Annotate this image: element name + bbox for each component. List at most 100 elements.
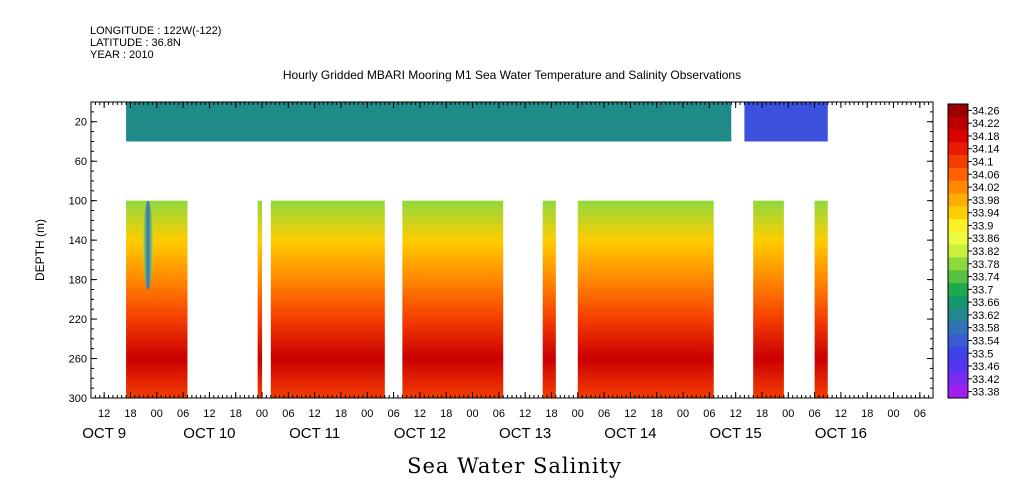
colorbar-label: 34.06 xyxy=(972,169,1000,181)
x-tick-label: 18 xyxy=(124,408,136,420)
year-label: YEAR : 2010 xyxy=(90,49,154,61)
x-tick-label: 12 xyxy=(624,408,636,420)
x-tick-label: 18 xyxy=(861,408,873,420)
x-day-label: OCT 13 xyxy=(499,425,551,442)
colorbar-label: 34.18 xyxy=(972,131,1000,143)
colorbar-label: 33.78 xyxy=(972,259,1000,271)
colorbar-swatch xyxy=(948,231,968,246)
x-tick-label: 12 xyxy=(414,408,426,420)
colorbar-swatch xyxy=(948,116,968,131)
y-tick-label: 300 xyxy=(69,393,87,405)
data-segment xyxy=(753,200,784,398)
colorbar-label: 33.86 xyxy=(972,233,1000,245)
surface-segment xyxy=(126,102,732,142)
colorbar-swatch xyxy=(948,359,968,373)
x-tick-label: 00 xyxy=(887,408,899,420)
x-tick-label: 18 xyxy=(756,408,768,420)
colorbar-swatch xyxy=(948,104,968,118)
colorbar-label: 33.54 xyxy=(972,335,1000,347)
x-day-label: OCT 14 xyxy=(604,425,656,442)
colorbar-label: 33.46 xyxy=(972,361,1000,373)
x-tick-label: 00 xyxy=(256,408,268,420)
colorbar-swatch xyxy=(948,193,968,207)
x-tick-label: 06 xyxy=(493,408,505,420)
colorbar-swatch xyxy=(948,308,968,322)
colorbar-swatch xyxy=(948,219,968,233)
axes: 20 60 100 140 180 220 260 300 12 18 00 06 12 18 00 06 12… xyxy=(69,102,934,442)
colorbar-label: 33.94 xyxy=(972,208,1000,220)
colorbar: 34.2634.2234.1834.1434.134.0634.0233.983… xyxy=(947,103,1000,399)
y-axis-label: DEPTH (m) xyxy=(33,219,47,281)
x-tick-label: 18 xyxy=(651,408,663,420)
data-segment xyxy=(577,200,714,398)
x-day-label: OCT 16 xyxy=(815,425,867,442)
x-tick-label: 06 xyxy=(177,408,189,420)
x-day-label: OCT 10 xyxy=(183,425,235,442)
data-segment xyxy=(814,200,828,398)
x-day-label: OCT 9 xyxy=(82,425,126,442)
colorbar-swatch xyxy=(948,270,968,284)
data-segment xyxy=(126,200,188,398)
colorbar-swatch xyxy=(948,167,968,182)
x-tick-label: 12 xyxy=(309,408,321,420)
data-segment xyxy=(402,200,504,398)
colorbar-label: 33.62 xyxy=(972,310,1000,322)
surface-segment xyxy=(744,102,828,142)
longitude-label: LONGITUDE : 122W(-122) xyxy=(90,25,222,37)
colorbar-swatch xyxy=(948,180,968,194)
plot-frame xyxy=(90,101,934,399)
salinity-field xyxy=(126,200,828,398)
x-tick-label: 18 xyxy=(335,408,347,420)
colorbar-swatch xyxy=(948,206,968,220)
y-tick-label: 260 xyxy=(69,354,87,366)
data-segment xyxy=(270,200,385,398)
colorbar-label: 34.1 xyxy=(972,157,993,169)
colorbar-swatch xyxy=(948,129,968,143)
y-tick-label: 100 xyxy=(69,196,87,208)
colorbar-swatch xyxy=(948,385,968,399)
x-day-label: OCT 15 xyxy=(710,425,762,442)
x-tick-label: 06 xyxy=(914,408,926,420)
x-tick-label: 00 xyxy=(572,408,584,420)
x-day-label: OCT 11 xyxy=(289,425,340,442)
low-salinity-tongue xyxy=(143,200,154,290)
x-tick-label: 12 xyxy=(98,408,110,420)
latitude-label: LATITUDE : 36.8N xyxy=(90,37,181,49)
x-tick-label: 00 xyxy=(782,408,794,420)
x-tick-label: 06 xyxy=(703,408,715,420)
x-tick-label: 18 xyxy=(230,408,242,420)
colorbar-label: 33.74 xyxy=(972,272,1000,284)
x-tick-label: 12 xyxy=(203,408,215,420)
y-tick-label: 180 xyxy=(69,275,87,287)
colorbar-label: 34.26 xyxy=(972,105,1000,117)
x-tick-label: 06 xyxy=(387,408,399,420)
y-tick-label: 140 xyxy=(69,235,87,247)
colorbar-label: 33.38 xyxy=(972,387,1000,399)
y-tick-label: 20 xyxy=(75,117,87,129)
x-tick-label: 00 xyxy=(361,408,373,420)
x-tick-label: 06 xyxy=(598,408,610,420)
colorbar-swatch xyxy=(948,334,968,348)
colorbar-label: 33.66 xyxy=(972,297,1000,309)
x-tick-label: 18 xyxy=(440,408,452,420)
colorbar-label: 34.22 xyxy=(972,118,1000,130)
colorbar-label: 33.7 xyxy=(972,284,993,296)
colorbar-swatch xyxy=(948,155,968,169)
colorbar-label: 33.98 xyxy=(972,195,1000,207)
y-tick-label: 60 xyxy=(75,156,87,168)
colorbar-swatch xyxy=(948,346,968,361)
colorbar-swatch xyxy=(948,295,968,310)
data-segment xyxy=(542,200,556,398)
colorbar-label: 33.58 xyxy=(972,323,1000,335)
x-tick-label: 00 xyxy=(151,408,163,420)
surface-salinity-band xyxy=(126,102,828,142)
colorbar-swatch xyxy=(948,372,968,386)
y-tick-label: 220 xyxy=(69,314,87,326)
colorbar-label: 33.42 xyxy=(972,374,1000,386)
x-tick-label: 00 xyxy=(466,408,478,420)
x-tick-label: 18 xyxy=(545,408,557,420)
x-tick-label: 12 xyxy=(519,408,531,420)
data-segment xyxy=(257,200,263,398)
colorbar-swatch xyxy=(948,321,968,335)
